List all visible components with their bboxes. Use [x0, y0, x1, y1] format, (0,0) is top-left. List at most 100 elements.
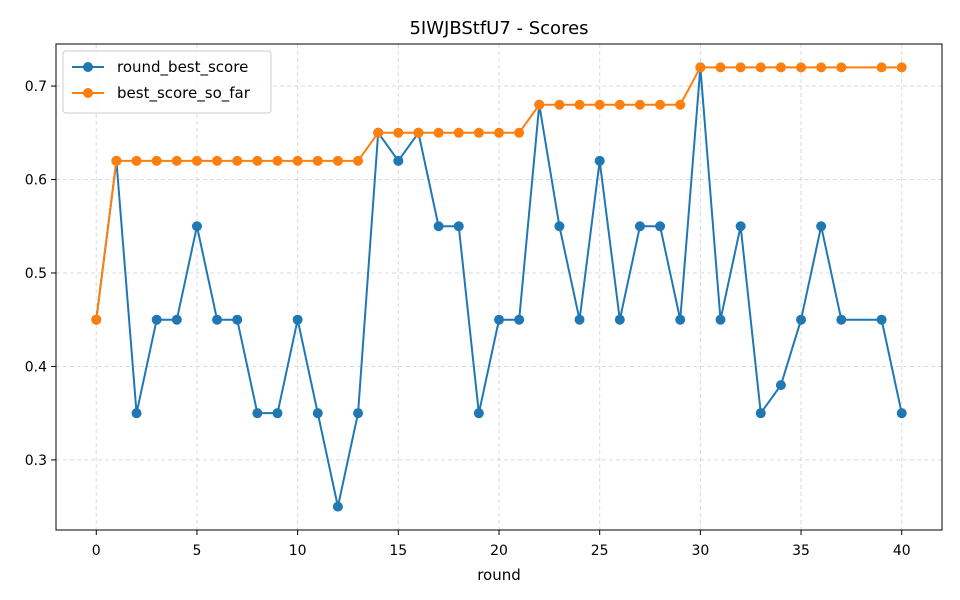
data-point-best-score-so-far — [896, 62, 907, 73]
legend-label-best-score-so-far: best_score_so_far — [117, 84, 251, 103]
data-point-best-score-so-far — [151, 155, 162, 166]
data-point-best-score-so-far — [212, 155, 223, 166]
grid — [56, 44, 942, 530]
data-point-best-score-so-far — [494, 127, 504, 138]
data-point-round-best-score — [151, 314, 162, 325]
axis-ticks: 0 5 10 15 20 25 30 35 40 0.3 0.4 0.5 0.6 0.7 — [25, 79, 911, 559]
data-point-round-best-score — [735, 221, 746, 232]
data-point-best-score-so-far — [413, 127, 424, 138]
data-point-best-score-so-far — [292, 155, 303, 166]
x-axis-label: round — [477, 566, 521, 584]
series-line-round-best-score — [95, 66, 903, 508]
chart-title: 5IWJBStfU7 - Scores — [409, 18, 588, 39]
data-point-round-best-score — [212, 314, 223, 325]
data-point-round-best-score — [896, 408, 907, 419]
data-point-round-best-score — [836, 314, 847, 325]
data-point-best-score-so-far — [816, 62, 827, 73]
x-tick-label: 5 — [192, 543, 201, 559]
data-point-round-best-score — [715, 314, 726, 325]
x-tick-label: 0 — [92, 543, 101, 559]
data-point-best-score-so-far — [775, 62, 786, 73]
data-point-round-best-score — [614, 314, 625, 325]
legend-marker-best-score-so-far — [83, 88, 93, 98]
data-point-best-score-so-far — [393, 127, 404, 138]
data-point-round-best-score — [272, 408, 283, 419]
data-point-best-score-so-far — [876, 62, 887, 73]
x-tick-label: 40 — [893, 543, 911, 559]
data-point-best-score-so-far — [433, 127, 444, 138]
data-point-best-score-so-far — [554, 99, 565, 110]
legend: round_best_score best_score_so_far — [62, 50, 272, 114]
data-point-round-best-score — [494, 314, 504, 325]
data-point-best-score-so-far — [191, 155, 202, 166]
legend-box — [62, 50, 272, 114]
data-point-round-best-score — [816, 221, 827, 232]
data-point-best-score-so-far — [91, 314, 102, 325]
data-point-best-score-so-far — [836, 62, 847, 73]
data-point-best-score-so-far — [353, 155, 364, 166]
y-tick-label: 0.7 — [25, 79, 47, 95]
data-point-round-best-score — [393, 155, 404, 166]
data-point-best-score-so-far — [594, 99, 605, 110]
data-point-best-score-so-far — [735, 62, 746, 73]
data-point-best-score-so-far — [473, 127, 484, 138]
series-line-best-score-so-far — [95, 66, 902, 320]
data-point-round-best-score — [634, 221, 645, 232]
data-point-round-best-score — [433, 221, 444, 232]
data-point-best-score-so-far — [131, 155, 142, 166]
data-point-best-score-so-far — [252, 155, 263, 166]
data-point-round-best-score — [232, 314, 243, 325]
legend-marker-round-best-score — [83, 62, 93, 72]
data-point-best-score-so-far — [272, 155, 283, 166]
data-point-best-score-so-far — [614, 99, 625, 110]
data-point-best-score-so-far — [514, 127, 525, 138]
data-point-best-score-so-far — [755, 62, 766, 73]
data-point-best-score-so-far — [634, 99, 645, 110]
data-point-round-best-score — [775, 380, 786, 391]
data-point-best-score-so-far — [453, 127, 464, 138]
data-point-best-score-so-far — [171, 155, 182, 166]
data-point-round-best-score — [514, 314, 525, 325]
series-layer — [91, 62, 907, 512]
x-tick-label: 30 — [691, 543, 709, 559]
data-point-round-best-score — [796, 314, 807, 325]
data-point-round-best-score — [574, 314, 585, 325]
y-tick-label: 0.3 — [25, 453, 47, 469]
data-point-best-score-so-far — [534, 99, 545, 110]
x-tick-label: 15 — [389, 543, 407, 559]
y-tick-label: 0.6 — [25, 173, 47, 189]
y-tick-label: 0.4 — [25, 359, 47, 375]
data-point-round-best-score — [876, 314, 887, 325]
data-point-round-best-score — [473, 408, 484, 419]
x-tick-label: 10 — [289, 543, 307, 559]
x-tick-label: 25 — [591, 543, 609, 559]
y-tick-label: 0.5 — [25, 266, 47, 282]
legend-label-round-best-score: round_best_score — [117, 58, 248, 77]
data-point-round-best-score — [755, 408, 766, 419]
data-point-round-best-score — [675, 314, 686, 325]
data-point-best-score-so-far — [675, 99, 686, 110]
x-tick-label: 20 — [490, 543, 508, 559]
data-point-best-score-so-far — [312, 155, 323, 166]
data-point-best-score-so-far — [655, 99, 666, 110]
data-point-round-best-score — [453, 221, 464, 232]
data-point-round-best-score — [594, 155, 605, 166]
data-point-round-best-score — [292, 314, 303, 325]
data-point-round-best-score — [312, 408, 323, 419]
data-point-round-best-score — [171, 314, 182, 325]
data-point-best-score-so-far — [332, 155, 343, 166]
data-point-best-score-so-far — [111, 155, 122, 166]
data-point-best-score-so-far — [232, 155, 243, 166]
x-tick-label: 35 — [792, 543, 810, 559]
data-point-round-best-score — [655, 221, 666, 232]
data-point-round-best-score — [191, 221, 202, 232]
data-point-best-score-so-far — [796, 62, 807, 73]
data-point-round-best-score — [252, 408, 263, 419]
data-point-best-score-so-far — [715, 62, 726, 73]
data-point-best-score-so-far — [574, 99, 585, 110]
data-point-best-score-so-far — [373, 127, 384, 138]
data-point-round-best-score — [332, 501, 343, 512]
data-point-round-best-score — [353, 408, 364, 419]
data-point-best-score-so-far — [695, 62, 706, 73]
